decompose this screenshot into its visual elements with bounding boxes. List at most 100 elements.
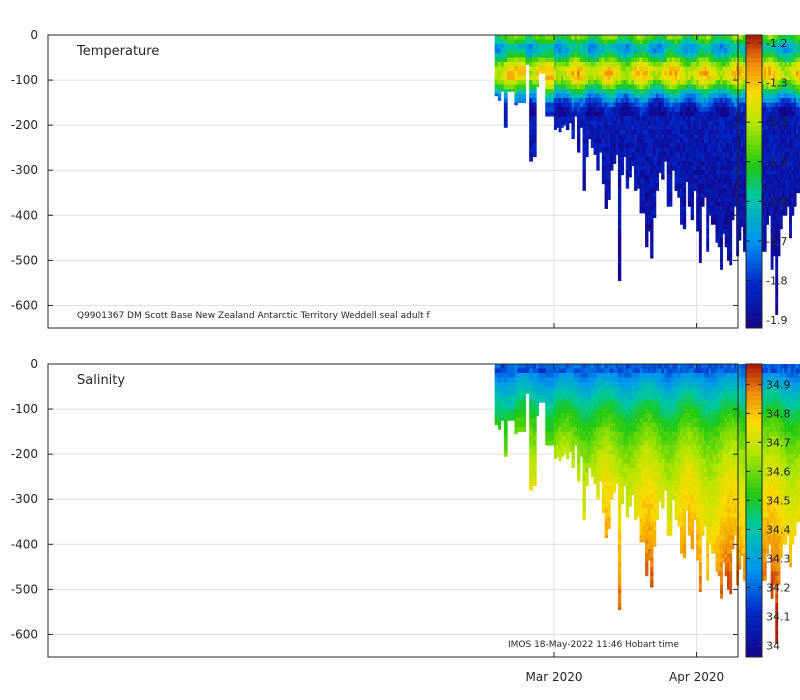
profile-cell <box>500 373 505 378</box>
profile-cell <box>708 75 712 81</box>
profile-cell <box>596 39 600 45</box>
profile-cell <box>715 156 719 162</box>
profile-cell <box>763 152 767 158</box>
profile-cell <box>701 89 705 94</box>
profile-cell <box>763 116 767 122</box>
profile-cell <box>494 93 499 97</box>
profile-cell <box>687 62 692 67</box>
profile-cell <box>610 147 614 153</box>
profile-cell <box>722 102 726 108</box>
profile-cell <box>729 80 733 85</box>
profile-cell <box>770 206 774 212</box>
profile <box>556 35 560 128</box>
profile-cell <box>645 134 649 140</box>
profile-cell <box>720 201 723 207</box>
profile-cell <box>532 120 537 126</box>
profile-cell <box>682 188 687 194</box>
profile-cell <box>639 192 643 198</box>
profile-cell <box>617 62 622 67</box>
profile-cell <box>779 39 783 45</box>
profile-cell <box>687 138 692 144</box>
profile-cell <box>497 80 502 85</box>
profile-cell <box>720 125 723 131</box>
profile-cell <box>743 62 746 67</box>
profile-cell <box>766 197 769 203</box>
profile-cell <box>717 120 721 126</box>
colorbar-segment <box>746 71 762 77</box>
profile-cell <box>798 156 800 162</box>
profile-cell <box>623 75 627 81</box>
profile-cell <box>525 53 530 58</box>
profile-cell <box>701 66 705 72</box>
profile-cell <box>738 84 742 90</box>
profile-cell <box>604 143 608 149</box>
profile-cell <box>494 391 499 396</box>
profile-cell <box>715 183 719 189</box>
profile-cell <box>696 219 700 225</box>
profile-cell <box>620 170 625 176</box>
profile-cell <box>701 170 705 176</box>
profile-cell <box>708 111 712 117</box>
profile-cell <box>733 35 737 40</box>
profile-cell <box>655 89 660 94</box>
profile-cell <box>791 161 795 167</box>
profile-cell <box>568 116 573 122</box>
profile-cell <box>779 98 783 104</box>
profile-cell <box>652 179 657 185</box>
profile-cell <box>685 107 689 113</box>
profile-cell <box>558 57 562 63</box>
profile-cell <box>623 147 627 153</box>
profile-cell <box>682 53 687 58</box>
profile-cell <box>669 161 673 167</box>
profile-cell <box>715 84 719 90</box>
profile-cell <box>766 107 769 113</box>
profile-cell <box>568 89 573 94</box>
profile-cell <box>623 129 627 135</box>
profile-cell <box>795 174 800 180</box>
colorbar-segment <box>746 85 762 91</box>
profile-cell <box>777 107 781 113</box>
profile-cell <box>500 382 505 387</box>
profile-cell <box>494 44 499 49</box>
profile-cell <box>666 129 671 135</box>
profile-cell <box>620 111 625 117</box>
profile-cell <box>798 48 800 54</box>
profile <box>706 35 710 252</box>
profile-cell <box>724 174 728 180</box>
profile-cell <box>658 39 662 45</box>
profile-cell <box>588 98 592 104</box>
profile-cell <box>738 120 742 126</box>
profile-cell <box>585 84 589 90</box>
profile-cell <box>677 84 681 90</box>
profile-cell <box>677 39 681 45</box>
profile-cell <box>693 89 697 94</box>
profile-cell <box>596 107 600 113</box>
profile-cell <box>615 125 619 131</box>
profile-cell <box>768 102 772 108</box>
profile-cell <box>761 75 765 81</box>
profile-cell <box>706 80 710 85</box>
profile-cell <box>639 107 643 113</box>
profile-cell <box>698 165 702 171</box>
profile-cell <box>793 143 797 149</box>
profile-cell <box>652 44 657 49</box>
profile-cell <box>761 98 765 104</box>
profile-cell <box>658 44 662 49</box>
profile-cell <box>636 35 641 40</box>
profile-cell <box>717 224 721 230</box>
profile-cell <box>782 183 786 189</box>
profile-cell <box>720 161 723 167</box>
profile-cell <box>568 35 573 40</box>
profile-cell <box>642 111 646 117</box>
profile-cell <box>610 156 614 162</box>
profile-cell <box>779 111 783 117</box>
profile-cell <box>722 89 726 94</box>
profile-cell <box>565 80 570 85</box>
profile-cell <box>677 156 681 162</box>
profile-cell <box>669 57 673 63</box>
colorbar-segment <box>746 236 762 242</box>
profile-cell <box>770 242 774 248</box>
profile-cell <box>717 116 721 122</box>
profile-cell <box>693 129 697 135</box>
profile-cell <box>500 395 505 401</box>
